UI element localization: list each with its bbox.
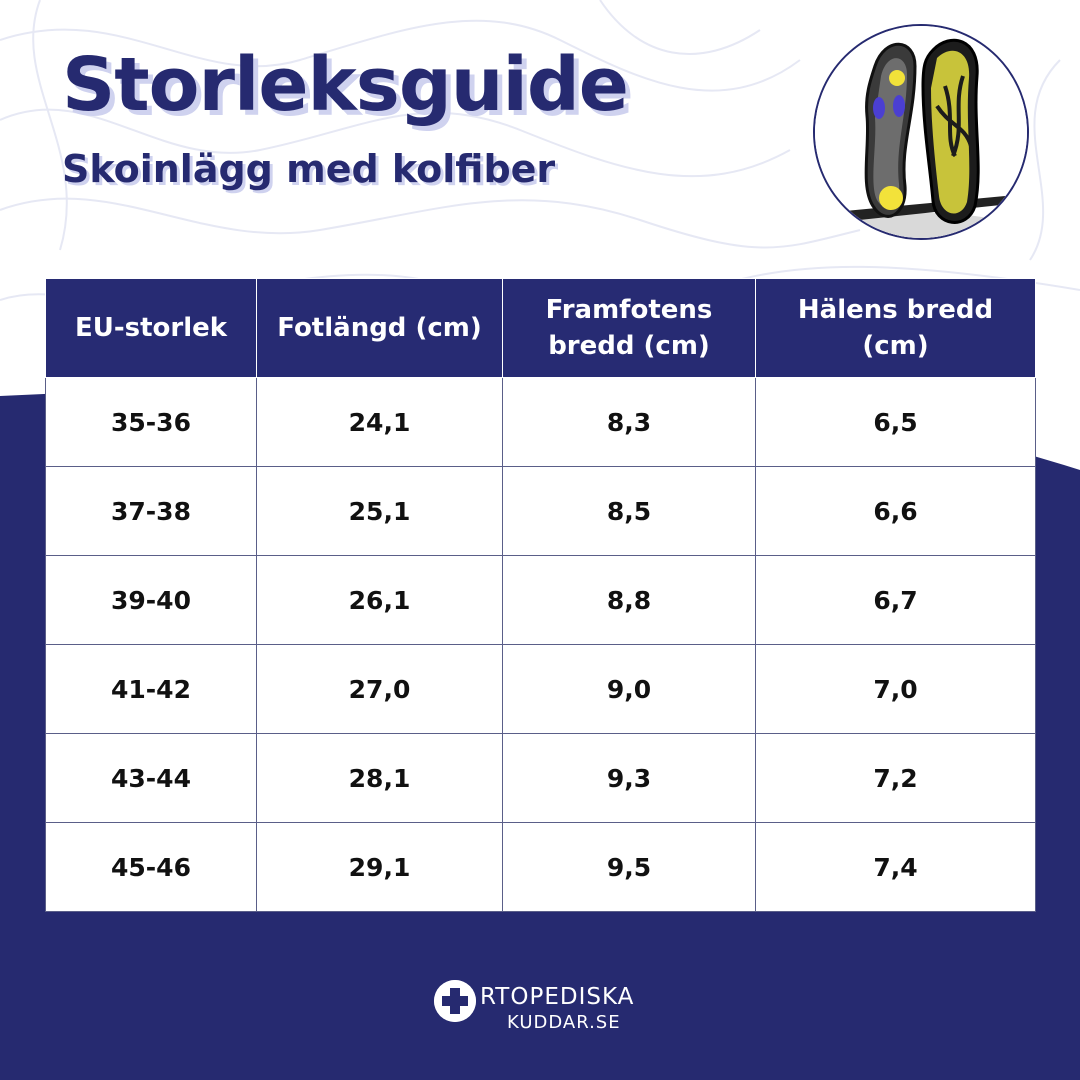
cell-heel-width: 7,2 xyxy=(755,733,1036,823)
cell-forefoot-width: 8,3 xyxy=(502,377,756,467)
cell-forefoot-width: 9,5 xyxy=(502,822,756,912)
cell-eu-size: 35-36 xyxy=(45,377,257,467)
table-row: 43-44 28,1 9,3 7,2 xyxy=(45,733,1036,823)
cell-eu-size: 41-42 xyxy=(45,644,257,734)
table-row: 41-42 27,0 9,0 7,0 xyxy=(45,644,1036,734)
table-row: 35-36 24,1 8,3 6,5 xyxy=(45,377,1036,467)
brand-name: RTOPEDISKA xyxy=(480,984,635,1010)
table-row: 45-46 29,1 9,5 7,4 xyxy=(45,822,1036,912)
cell-heel-width: 6,5 xyxy=(755,377,1036,467)
cell-foot-length: 29,1 xyxy=(256,822,503,912)
table-row: 37-38 25,1 8,5 6,6 xyxy=(45,466,1036,556)
cell-heel-width: 6,7 xyxy=(755,555,1036,645)
product-image xyxy=(813,24,1029,240)
column-header-eu-size: EU-storlek xyxy=(45,278,257,378)
cell-eu-size: 45-46 xyxy=(45,822,257,912)
column-header-forefoot-width: Framfotens bredd (cm) xyxy=(502,278,756,378)
brand-logo[interactable]: RTOPEDISKA KUDDAR.SE xyxy=(434,978,664,1042)
carbon-fiber-insoles-icon xyxy=(815,26,1027,238)
brand-domain: KUDDAR.SE xyxy=(507,1012,621,1033)
cell-foot-length: 26,1 xyxy=(256,555,503,645)
cell-eu-size: 39-40 xyxy=(45,555,257,645)
cell-eu-size: 37-38 xyxy=(45,466,257,556)
column-header-foot-length: Fotlängd (cm) xyxy=(256,278,503,378)
cell-heel-width: 6,6 xyxy=(755,466,1036,556)
cell-eu-size: 43-44 xyxy=(45,733,257,823)
table-row: 39-40 26,1 8,8 6,7 xyxy=(45,555,1036,645)
column-header-heel-width: Hälens bredd (cm) xyxy=(755,278,1036,378)
cell-heel-width: 7,0 xyxy=(755,644,1036,734)
cell-forefoot-width: 9,0 xyxy=(502,644,756,734)
cell-foot-length: 25,1 xyxy=(256,466,503,556)
cell-forefoot-width: 8,5 xyxy=(502,466,756,556)
cell-forefoot-width: 8,8 xyxy=(502,555,756,645)
cell-foot-length: 27,0 xyxy=(256,644,503,734)
medical-cross-icon xyxy=(434,980,476,1022)
cell-heel-width: 7,4 xyxy=(755,822,1036,912)
page-subtitle: Skoinlägg med kolfiber xyxy=(62,147,556,191)
cell-foot-length: 24,1 xyxy=(256,377,503,467)
size-table: EU-storlek Fotlängd (cm) Framfotens bred… xyxy=(45,278,1036,912)
page-title: Storleksguide xyxy=(62,42,629,128)
cell-forefoot-width: 9,3 xyxy=(502,733,756,823)
table-header-row: EU-storlek Fotlängd (cm) Framfotens bred… xyxy=(45,278,1036,378)
cell-foot-length: 28,1 xyxy=(256,733,503,823)
